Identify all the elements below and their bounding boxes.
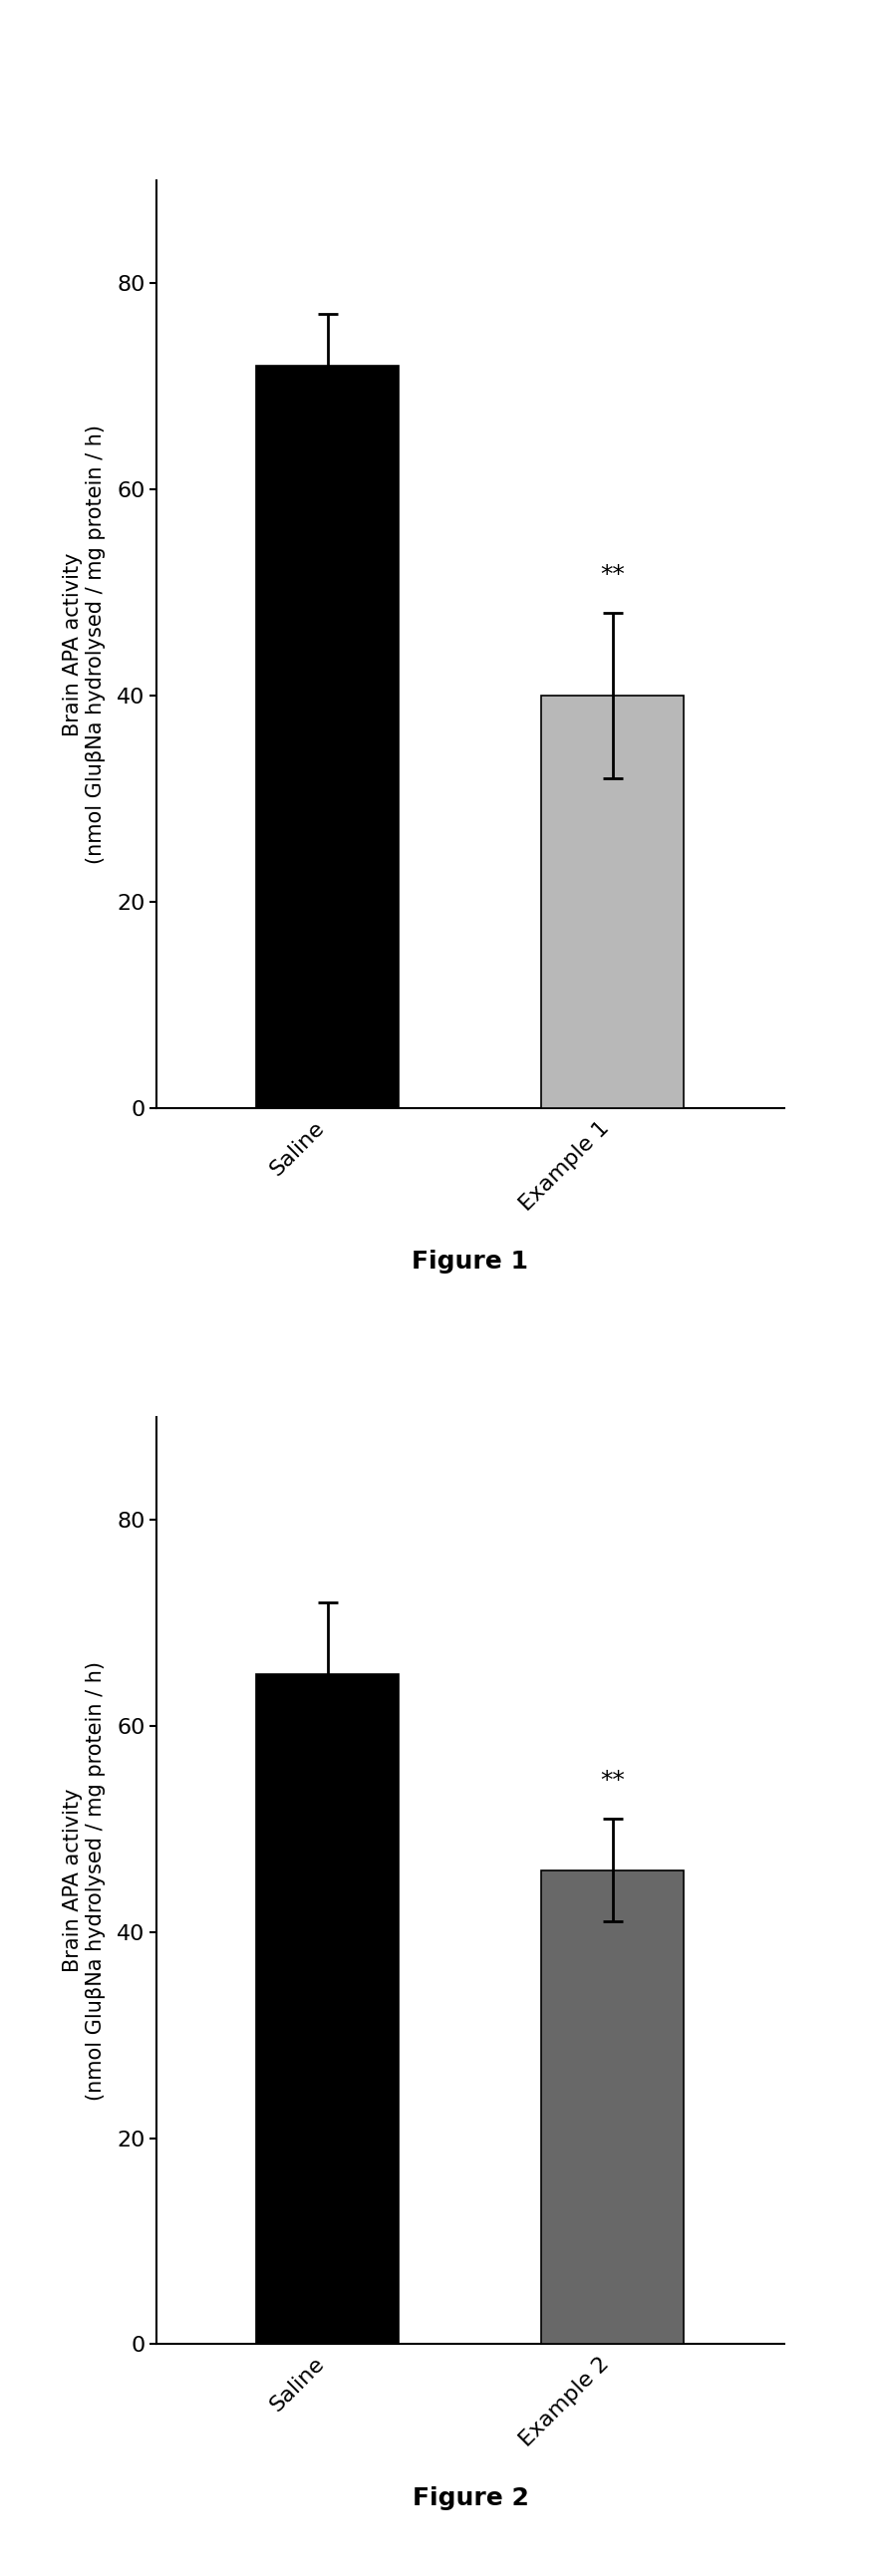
Y-axis label: Brain APA activity
(nmol GluβNa hydrolysed / mg protein / h): Brain APA activity (nmol GluβNa hydrolys… xyxy=(63,425,105,863)
Text: **: ** xyxy=(600,564,625,587)
Y-axis label: Brain APA activity
(nmol GluβNa hydrolysed / mg protein / h): Brain APA activity (nmol GluβNa hydrolys… xyxy=(63,1662,105,2099)
Text: **: ** xyxy=(600,1770,625,1793)
Text: Figure 2: Figure 2 xyxy=(412,2486,529,2509)
Bar xyxy=(257,1674,399,2344)
Bar xyxy=(257,366,399,1108)
Text: Figure 1: Figure 1 xyxy=(412,1249,529,1273)
Bar xyxy=(542,696,684,1108)
Bar xyxy=(542,1870,684,2344)
